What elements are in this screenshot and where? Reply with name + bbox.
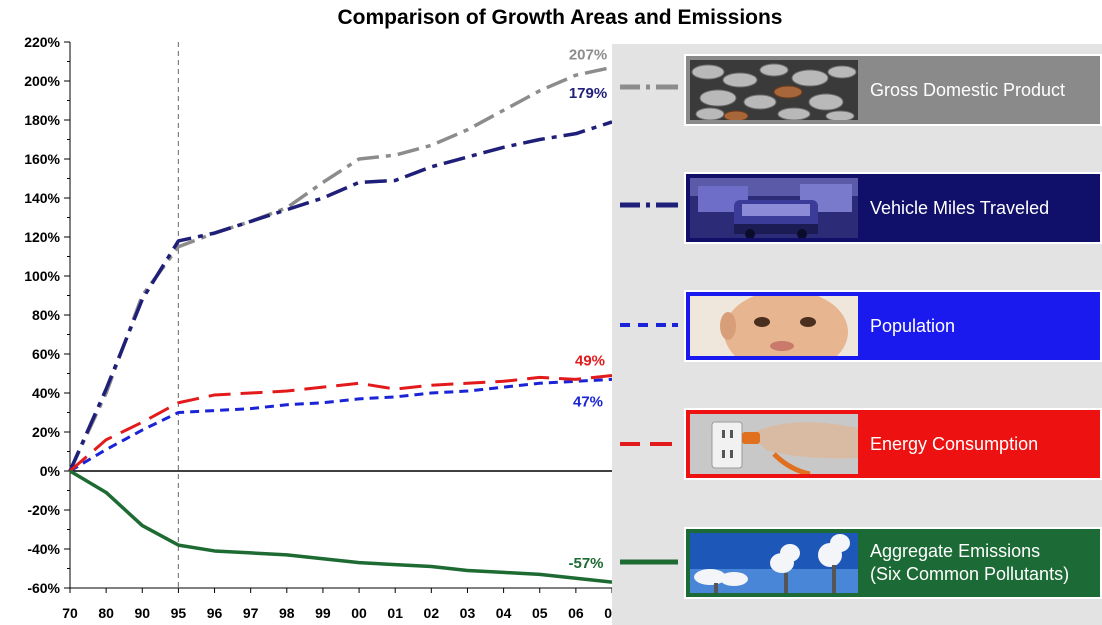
series-line-gross-domestic-product bbox=[68, 65, 613, 472]
end-label-energy-consumption: 49% bbox=[575, 352, 605, 369]
y-tick-label: 120% bbox=[24, 229, 60, 245]
x-tick-label: 99 bbox=[315, 605, 331, 621]
legend-label-emissions: Aggregate Emissions (Six Common Pollutan… bbox=[870, 529, 1096, 597]
series-line-aggregate-emissions-six-common-pollutants bbox=[69, 469, 613, 584]
x-tick-label: 02 bbox=[424, 605, 440, 621]
legend-label-emissions-line2: (Six Common Pollutants) bbox=[870, 564, 1070, 584]
y-tick-label: 220% bbox=[24, 34, 60, 50]
series-line-vehicle-miles-traveled bbox=[68, 120, 613, 472]
y-tick-label: 60% bbox=[32, 346, 61, 362]
end-label-population: 47% bbox=[573, 393, 603, 410]
axes: -60% -40% -20% 0% 20% 40% 60% 80% 100% 120% 140% 16… bbox=[24, 34, 620, 621]
plug-image bbox=[690, 414, 858, 474]
y-tick-label: 0% bbox=[40, 463, 61, 479]
legend-label-population: Population bbox=[870, 315, 956, 336]
y-tick-label: -60% bbox=[27, 580, 60, 596]
x-tick-label: 04 bbox=[496, 605, 512, 621]
legend-label-energy: Energy Consumption bbox=[870, 433, 1039, 454]
y-tick-label: 20% bbox=[32, 424, 61, 440]
x-tick-label: 06 bbox=[568, 605, 584, 621]
series-line-population bbox=[69, 377, 613, 473]
y-tick-label: -20% bbox=[27, 502, 60, 518]
y-tick-label: -40% bbox=[27, 541, 60, 557]
coins-image bbox=[690, 60, 858, 120]
end-label-aggregate-emissions-six-common-pollutants: -57% bbox=[568, 555, 603, 572]
data-labels: 207% 179% 47% 49% -57% bbox=[568, 46, 607, 572]
legend-label-emissions-line1: Aggregate Emissions bbox=[870, 541, 1041, 561]
y-tick-label: 100% bbox=[24, 268, 60, 284]
legend-box-emissions: Aggregate Emissions (Six Common Pollutan… bbox=[684, 527, 1102, 599]
legend-box-energy: Energy Consumption bbox=[684, 408, 1102, 480]
chart-title: Comparison of Growth Areas and Emissions bbox=[337, 6, 783, 29]
y-tick-label: 180% bbox=[24, 112, 60, 128]
end-label-gross-domestic-product: 207% bbox=[569, 46, 607, 63]
x-tick-label: 03 bbox=[460, 605, 476, 621]
legend-label-vmt: Vehicle Miles Traveled bbox=[870, 197, 1050, 218]
x-tick-label: 05 bbox=[532, 605, 548, 621]
x-tick-label: 70 bbox=[62, 605, 78, 621]
x-tick-label: 01 bbox=[387, 605, 403, 621]
traffic-image bbox=[690, 178, 858, 238]
y-tick-label: 40% bbox=[32, 385, 61, 401]
x-tick-label: 98 bbox=[279, 605, 295, 621]
legend-label-gdp: Gross Domestic Product bbox=[870, 79, 1066, 100]
baby-image bbox=[690, 296, 858, 356]
legend-line-emissions bbox=[620, 559, 678, 565]
legend-line-gdp bbox=[620, 84, 678, 90]
legend-box-vmt: Vehicle Miles Traveled bbox=[684, 172, 1102, 244]
y-tick-label: 140% bbox=[24, 190, 60, 206]
series-line-energy-consumption bbox=[69, 373, 613, 473]
x-tick-label: 90 bbox=[134, 605, 150, 621]
end-label-vehicle-miles-traveled: 179% bbox=[569, 85, 607, 102]
legend-line-energy bbox=[620, 442, 672, 446]
x-tick-label: 97 bbox=[243, 605, 259, 621]
legend-line-population bbox=[620, 323, 678, 327]
x-tick-label: 96 bbox=[207, 605, 223, 621]
x-tick-label: 80 bbox=[98, 605, 114, 621]
legend-box-gdp: Gross Domestic Product bbox=[684, 54, 1102, 126]
legend-line-vmt bbox=[620, 202, 678, 208]
legend-box-population: Population bbox=[684, 290, 1102, 362]
y-tick-label: 160% bbox=[24, 151, 60, 167]
y-tick-label: 80% bbox=[32, 307, 61, 323]
x-tick-label: 00 bbox=[351, 605, 367, 621]
series-lines bbox=[68, 65, 613, 584]
smokestacks-image bbox=[690, 533, 858, 593]
x-tick-label: 95 bbox=[171, 605, 187, 621]
y-tick-label: 200% bbox=[24, 73, 60, 89]
